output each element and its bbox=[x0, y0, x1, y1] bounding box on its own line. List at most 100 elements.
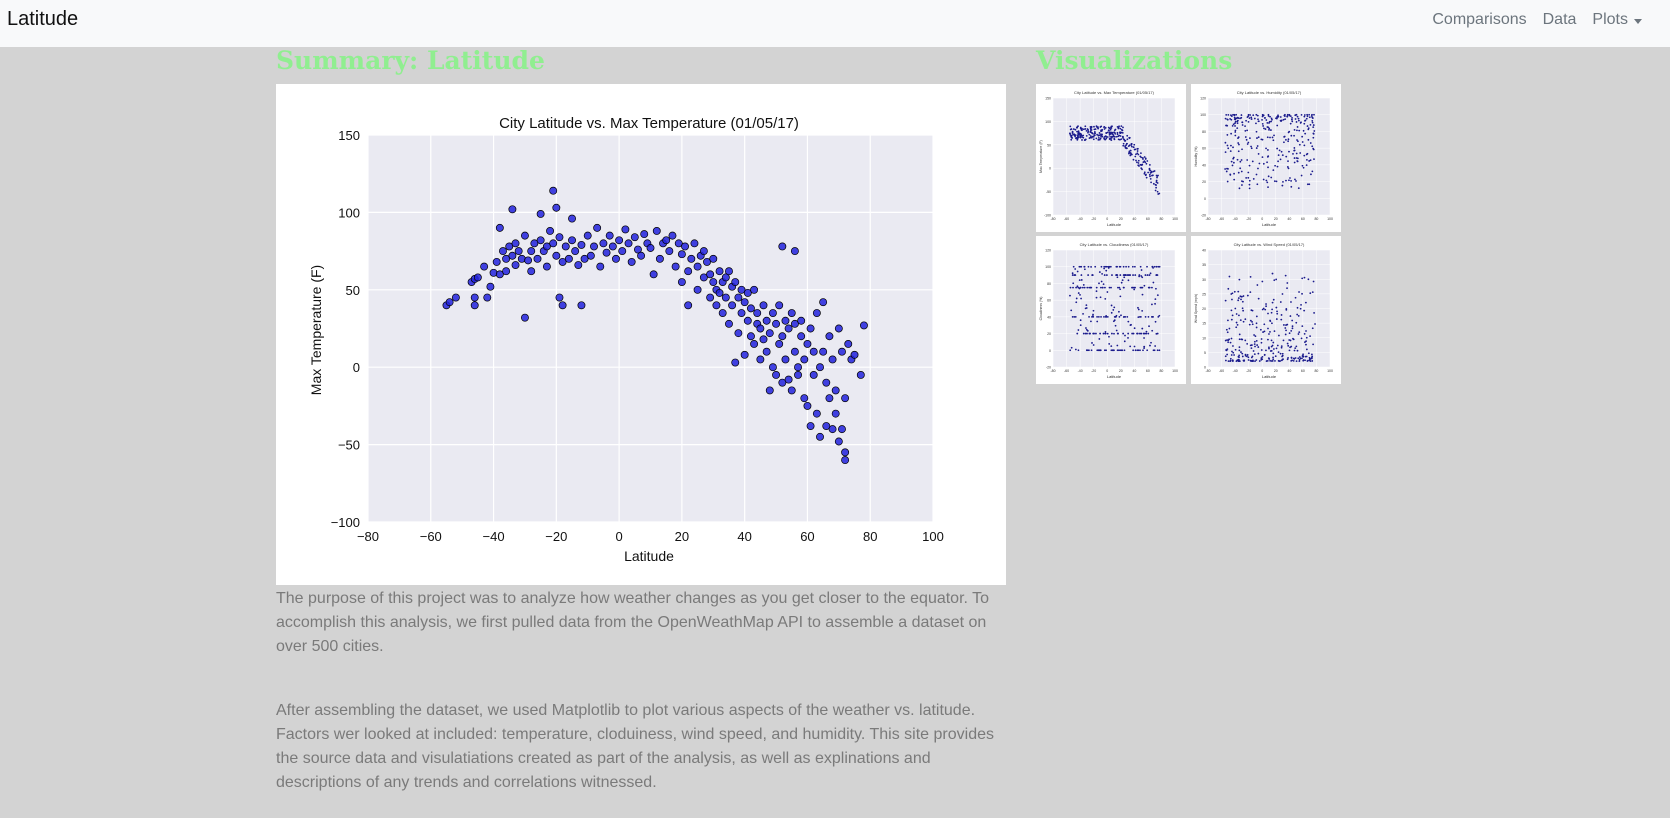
thumbnail-point bbox=[1266, 161, 1268, 164]
thumbnail-point bbox=[1147, 171, 1150, 174]
thumbnail-point bbox=[1132, 349, 1135, 352]
thumbnail-point bbox=[1289, 115, 1292, 117]
thumbnail-point bbox=[1079, 324, 1082, 327]
thumbnail-y-label: Cloudiness (%) bbox=[1039, 297, 1043, 321]
thumbnail-point bbox=[1283, 115, 1286, 117]
thumbnail-point bbox=[1095, 125, 1098, 127]
thumbnail-point bbox=[1077, 132, 1080, 135]
data-point bbox=[759, 301, 768, 310]
thumbnail-point bbox=[1155, 179, 1158, 182]
nav-dropdown-plots[interactable]: Plots bbox=[1584, 11, 1650, 29]
thumbnail-point bbox=[1136, 148, 1139, 150]
thumbnail-wind-speed[interactable]: City Latitude vs. Wind Speed (01/05/17) 4… bbox=[1191, 236, 1341, 384]
thumbnail-point bbox=[1235, 360, 1238, 363]
data-point bbox=[768, 309, 777, 317]
thumbnail-point bbox=[1229, 341, 1232, 344]
thumbnail-point bbox=[1304, 355, 1307, 358]
data-point bbox=[586, 251, 595, 260]
thumbnail-point bbox=[1305, 343, 1307, 346]
thumbnail-cloudiness[interactable]: City Latitude vs. Cloudiness (01/05/17) 1… bbox=[1036, 236, 1186, 384]
thumbnail-x-tick: 0 bbox=[1261, 369, 1263, 373]
thumbnail-point bbox=[1120, 281, 1123, 284]
thumbnail-humidity[interactable]: City Latitude vs. Humidity (01/05/17) 120… bbox=[1191, 84, 1341, 232]
thumbnail-point bbox=[1127, 320, 1130, 323]
thumbnail-point bbox=[1100, 125, 1103, 128]
x-tick-label: 80 bbox=[863, 529, 877, 544]
thumbnail-point bbox=[1270, 339, 1273, 342]
plot-area bbox=[368, 135, 933, 522]
thumbnail-point bbox=[1287, 138, 1290, 141]
thumbnail-y-tick: 40 bbox=[1202, 163, 1206, 167]
thumbnail-point bbox=[1077, 130, 1080, 133]
thumbnail-point bbox=[1265, 305, 1267, 308]
data-point bbox=[715, 288, 724, 297]
thumbnail-x-tick: -20 bbox=[1091, 369, 1096, 373]
thumbnail-max-temperature[interactable]: City Latitude vs. Max Temperature (01/05… bbox=[1036, 84, 1186, 232]
thumbnail-point bbox=[1105, 269, 1108, 272]
thumbnail-point bbox=[1296, 126, 1299, 128]
thumbnail-point bbox=[1307, 138, 1310, 141]
data-point bbox=[520, 231, 529, 240]
data-point bbox=[762, 347, 771, 356]
thumbnail-point bbox=[1104, 331, 1107, 333]
thumbnail-point bbox=[1114, 128, 1117, 131]
thumbnail-point bbox=[1295, 121, 1298, 123]
thumbnail-y-tick: 80 bbox=[1047, 282, 1051, 286]
thumbnail-point bbox=[1085, 304, 1088, 306]
thumbnail-point bbox=[1080, 274, 1083, 276]
thumbnail-point bbox=[1225, 328, 1228, 331]
thumbnail-x-tick: 20 bbox=[1274, 217, 1278, 221]
thumbnail-point bbox=[1078, 279, 1081, 282]
thumbnail-point bbox=[1096, 133, 1099, 136]
thumbnail-point bbox=[1255, 113, 1258, 116]
thumbnail-point bbox=[1107, 129, 1110, 132]
thumbnail-point bbox=[1109, 128, 1112, 131]
y-tick-label: −100 bbox=[331, 515, 360, 530]
thumbnail-point bbox=[1126, 134, 1129, 137]
thumbnail-point bbox=[1074, 135, 1076, 138]
thumbnail-point bbox=[1126, 274, 1129, 276]
thumbnail-point bbox=[1140, 332, 1143, 335]
thumbnail-point bbox=[1140, 152, 1142, 155]
thumbnail-point bbox=[1069, 294, 1071, 297]
data-point bbox=[511, 239, 520, 248]
brand-link[interactable]: Latitude bbox=[7, 8, 79, 30]
thumbnail-point bbox=[1141, 286, 1144, 289]
thumbnail-point bbox=[1142, 349, 1144, 352]
thumbnail-point bbox=[1303, 332, 1306, 335]
data-point bbox=[668, 231, 677, 240]
thumbnail-point bbox=[1280, 318, 1283, 321]
thumbnail-point bbox=[1240, 351, 1242, 353]
thumbnail-point bbox=[1150, 341, 1152, 344]
thumbnail-point bbox=[1118, 315, 1121, 318]
thumbnail-point bbox=[1140, 275, 1143, 277]
thumbnail-point bbox=[1299, 152, 1302, 154]
thumbnail-point bbox=[1263, 354, 1266, 356]
nav-link-data[interactable]: Data bbox=[1542, 11, 1577, 28]
thumbnail-point bbox=[1313, 312, 1315, 314]
thumbnail-point bbox=[1269, 319, 1271, 322]
thumbnail-point bbox=[1071, 315, 1074, 318]
thumbnail-point bbox=[1302, 129, 1305, 132]
thumbnail-point bbox=[1293, 357, 1296, 360]
thumbnail-point bbox=[1091, 132, 1094, 135]
thumbnail-point bbox=[1118, 286, 1121, 289]
thumbnail-point bbox=[1095, 137, 1098, 140]
thumbnail-point bbox=[1295, 157, 1298, 159]
thumbnail-point bbox=[1137, 306, 1139, 309]
thumbnail-point bbox=[1271, 308, 1274, 311]
nav-link-comparisons[interactable]: Comparisons bbox=[1432, 11, 1527, 28]
thumbnail-point bbox=[1149, 175, 1151, 178]
thumbnail-point bbox=[1086, 286, 1089, 289]
thumbnail-point bbox=[1285, 138, 1287, 141]
thumbnail-point bbox=[1093, 125, 1095, 128]
thumbnail-point bbox=[1079, 134, 1082, 137]
thumbnail-point bbox=[1303, 144, 1306, 147]
thumbnail-point bbox=[1281, 154, 1284, 157]
thumbnail-point bbox=[1253, 353, 1256, 356]
thumbnail-point bbox=[1289, 122, 1292, 125]
thumbnail-point bbox=[1095, 286, 1098, 289]
data-point bbox=[618, 247, 627, 256]
thumbnail-y-tick: 120 bbox=[1045, 249, 1051, 253]
thumbnail-point bbox=[1070, 346, 1073, 349]
